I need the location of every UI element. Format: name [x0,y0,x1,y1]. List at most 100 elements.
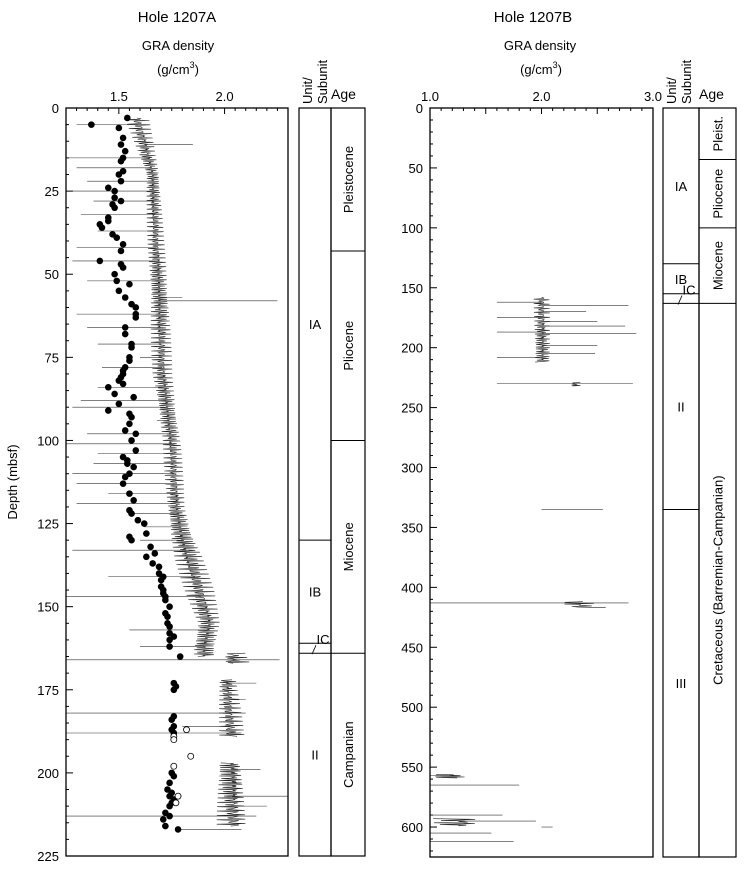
y-tick-label: 225 [37,849,59,864]
density-point-filled [117,157,125,165]
density-point-filled [132,304,140,311]
panel-b-x-axis: 1.0 2.0 3.0 [421,89,662,114]
panel-a-x-axis: 1.5 2.0 [65,89,289,114]
density-point-filled [119,264,127,271]
age-column-frame [330,107,366,857]
panel-b-plot-frame [429,107,654,858]
y-tick-label: 300 [401,461,423,476]
density-point-filled [104,383,112,391]
density-point-filled [130,393,137,401]
density-point-filled [117,197,125,205]
panel-hole-1207a: Hole 1207A GRA density (g/cm3) Depth (mb… [5,9,366,864]
unit-column-frame [298,107,332,857]
density-point-filled [126,490,133,497]
density-point-filled [174,826,182,833]
density-point-filled [166,643,173,650]
age-label: Miocene [711,241,726,290]
density-point-filled [88,121,95,128]
unit-label: IB [309,585,321,600]
density-point-open [183,726,190,734]
y-tick-label: 100 [401,221,423,236]
density-point-filled [166,812,173,820]
age-label: Pleistocene [341,146,356,213]
panel-b-xlabel: GRA density [504,38,577,53]
y-tick-label: 50 [409,161,423,176]
y-tick-label: 250 [401,401,423,416]
density-point-filled [121,324,129,331]
density-point-filled [113,234,121,241]
panel-b-unit-header-line1: Unit/ [664,77,679,104]
y-tick-label: 0 [52,101,59,116]
age-label: Miocene [341,522,356,571]
density-point-filled [111,204,118,212]
density-point-filled [166,779,173,787]
panel-a-age-header: Age [331,86,356,102]
density-point-filled [143,553,150,561]
panel-a-unit-header-line1: Unit/ [300,77,315,104]
gra-trace-segment [564,601,606,608]
density-point-filled [121,330,129,338]
age-label: Cretaceous (Barremian-Campanian) [711,475,726,685]
y-tick-label: 75 [45,350,59,365]
unit-label: IA [309,317,322,332]
density-point-filled [119,241,127,248]
density-point-filled [134,516,142,524]
density-point-filled [166,603,173,610]
y-tick-label: 100 [37,433,59,448]
density-point-open [170,762,178,770]
age-label: Pliocene [341,321,356,371]
panel-a-age-column: Pleistocene Pliocene Miocene Campanian [330,107,366,857]
density-point-filled [115,400,123,408]
x-tick-label: 1.0 [421,89,439,104]
density-point-filled [164,613,171,620]
panel-a-unit-header-line2: Subunit [315,60,330,104]
density-point-filled [132,314,140,321]
panel-hole-1207b: Hole 1207B GRA density (g/cm3) 0 50 100 150… [401,9,737,858]
x-tick-label: 2.0 [532,89,550,104]
density-point-filled [147,543,154,551]
density-point-filled [170,686,178,694]
density-point-filled [111,270,118,278]
density-point-filled [119,134,127,142]
density-point-filled [111,187,118,195]
panel-a-ylabel: Depth (mbsf) [5,444,20,519]
unit-column-frame [662,107,700,858]
age-label: Pleist. [711,116,726,151]
density-point-filled [119,480,127,487]
y-tick-label: 450 [401,640,423,655]
unit-label: IA [675,179,688,194]
density-point-filled [104,184,112,192]
density-point-filled [157,576,165,584]
y-tick-label: 200 [37,766,59,781]
density-point-filled [143,530,150,537]
y-tick-label: 550 [401,760,423,775]
gra-trace-segment [433,818,476,827]
density-point-filled [126,357,133,364]
density-point-filled [121,147,129,155]
density-point-filled [121,294,129,301]
density-point-filled [117,141,125,148]
x-tick-label: 2.0 [216,89,234,104]
panel-a-xlabel: GRA density [142,38,215,53]
density-point-filled [104,217,112,225]
density-point-filled [166,802,173,810]
density-point-filled [176,653,184,660]
age-label: Campanian [341,721,356,788]
density-point-filled [121,427,129,434]
density-point-filled [98,224,106,231]
panel-a-unit-column: IA IB IC II [298,107,332,857]
density-point-filled [115,124,123,132]
y-tick-label: 50 [45,267,59,282]
gra-trace-segment [533,297,550,363]
y-tick-label: 150 [37,600,59,615]
age-label: Pliocene [711,169,726,219]
y-tick-label: 350 [401,520,423,535]
density-point-filled [162,822,169,830]
y-tick-label: 500 [401,700,423,715]
y-tick-label: 200 [401,341,423,356]
density-point-filled [162,596,169,604]
density-point-filled [111,390,118,398]
density-point-filled [151,550,159,557]
density-point-filled [124,114,131,122]
density-point-filled [111,194,118,202]
